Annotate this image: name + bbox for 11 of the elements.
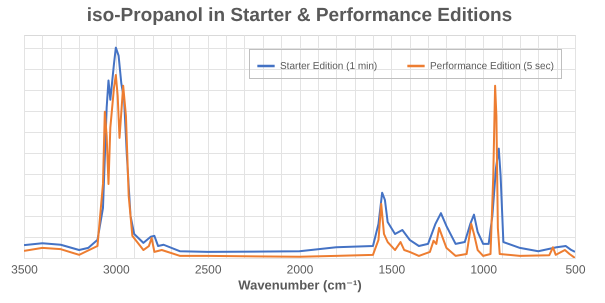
x-tick-label: 1500 (378, 262, 406, 276)
x-tick-label: 3000 (102, 262, 130, 276)
legend-label: Performance Edition (5 sec) (430, 61, 554, 72)
x-axis-title: Wavenumber (cm⁻¹) (238, 278, 362, 292)
legend-label: Starter Edition (1 min) (280, 61, 378, 72)
chart-title: iso-Propanol in Starter & Performance Editions (86, 5, 512, 26)
x-tick-label: 1000 (470, 262, 498, 276)
x-tick-label: 2000 (286, 262, 314, 276)
x-tick-label: 500 (565, 262, 586, 276)
x-tick-label: 3500 (11, 262, 38, 276)
x-tick-label: 2500 (194, 262, 222, 276)
